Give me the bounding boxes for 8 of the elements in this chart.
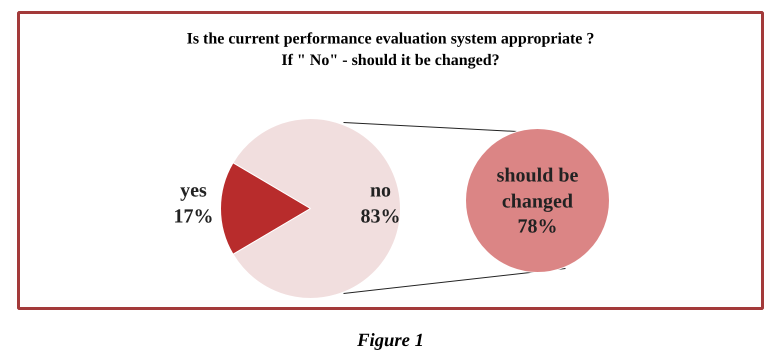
chart-title: Is the current performance evaluation system appropriate ? If " No" - should it be changed? [186, 30, 594, 69]
data-label: 78% [518, 216, 558, 238]
category-label: should be changed [496, 164, 578, 213]
data-label: 83% [360, 206, 400, 228]
data-label: 17% [174, 206, 214, 228]
slice-label: no [370, 180, 392, 202]
slice-label: yes [180, 180, 208, 202]
caption: Figure 1 [356, 330, 424, 350]
